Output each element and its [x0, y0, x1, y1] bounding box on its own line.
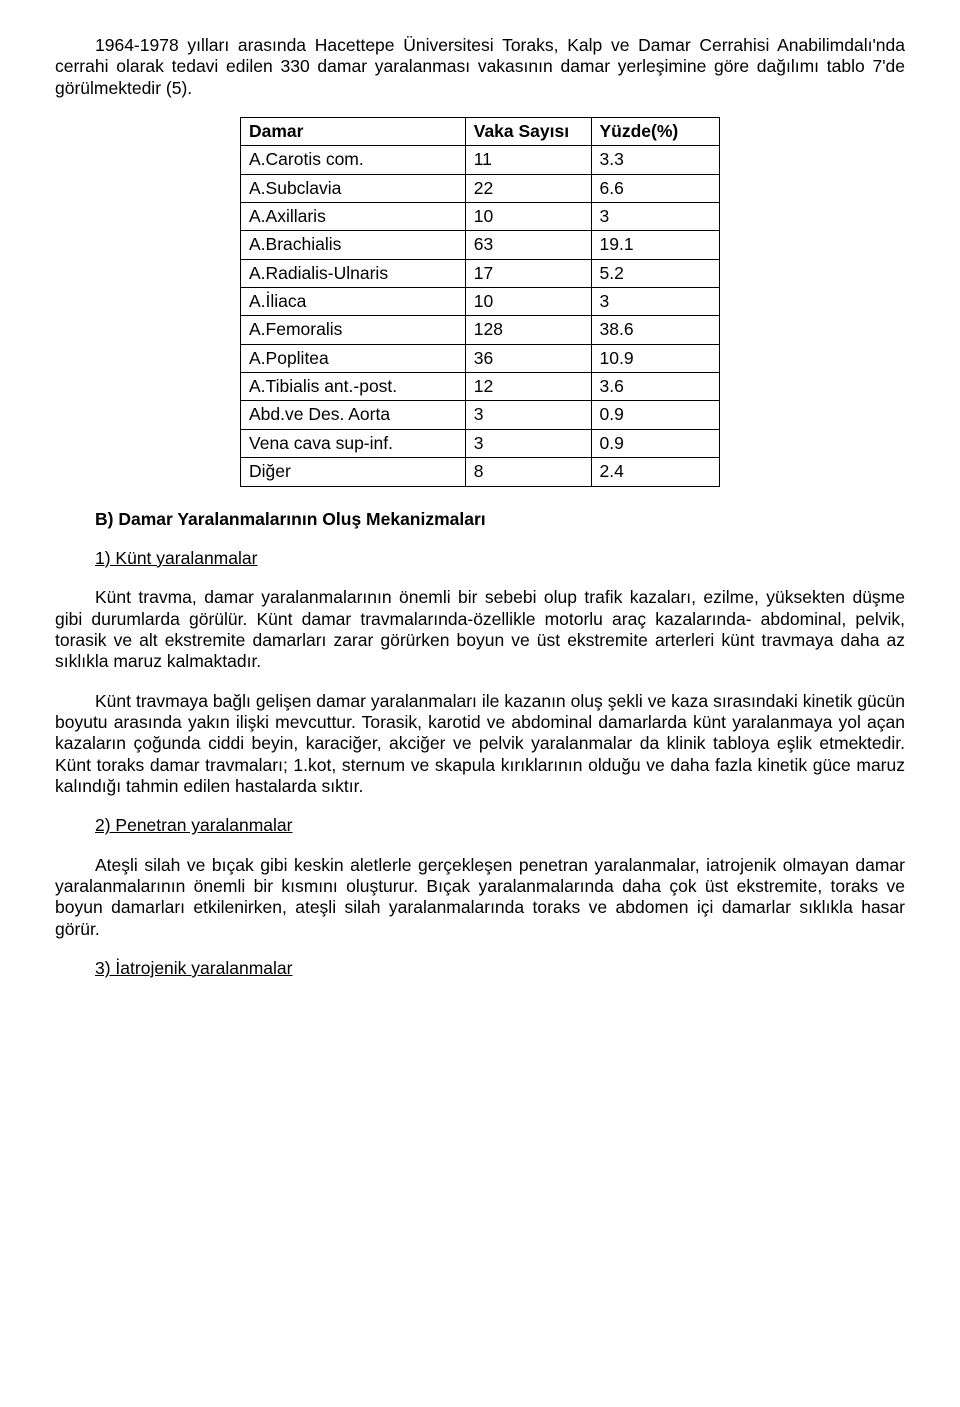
- cell-yuzde: 6.6: [591, 174, 720, 202]
- cell-vaka: 128: [465, 316, 591, 344]
- cell-yuzde: 3: [591, 203, 720, 231]
- cell-yuzde: 38.6: [591, 316, 720, 344]
- cell-yuzde: 3.6: [591, 373, 720, 401]
- table-row: A.Poplitea3610.9: [241, 344, 720, 372]
- cell-damar: A.Axillaris: [241, 203, 466, 231]
- cell-damar: A.Poplitea: [241, 344, 466, 372]
- table-row: A.Subclavia226.6: [241, 174, 720, 202]
- table-row: A.Axillaris103: [241, 203, 720, 231]
- th-yuzde: Yüzde(%): [591, 118, 720, 146]
- cell-yuzde: 10.9: [591, 344, 720, 372]
- table-row: Vena cava sup-inf.30.9: [241, 429, 720, 457]
- table-row: Abd.ve Des. Aorta30.9: [241, 401, 720, 429]
- subheading-2-text: 2) Penetran yaralanmalar: [95, 815, 292, 835]
- cell-vaka: 36: [465, 344, 591, 372]
- table-header-row: Damar Vaka Sayısı Yüzde(%): [241, 118, 720, 146]
- cell-vaka: 10: [465, 288, 591, 316]
- cell-vaka: 3: [465, 429, 591, 457]
- cell-yuzde: 0.9: [591, 429, 720, 457]
- cell-vaka: 10: [465, 203, 591, 231]
- subheading-1-text: 1) Künt yaralanmalar: [95, 548, 257, 568]
- data-table: Damar Vaka Sayısı Yüzde(%) A.Carotis com…: [240, 117, 720, 486]
- subheading-1: 1) Künt yaralanmalar: [55, 548, 905, 569]
- table-row: A.Carotis com.113.3: [241, 146, 720, 174]
- paragraph-2: Künt travmaya bağlı gelişen damar yarala…: [55, 691, 905, 798]
- cell-damar: A.Subclavia: [241, 174, 466, 202]
- cell-vaka: 11: [465, 146, 591, 174]
- subheading-3: 3) İatrojenik yaralanmalar: [55, 958, 905, 979]
- cell-vaka: 22: [465, 174, 591, 202]
- table-row: Diğer82.4: [241, 458, 720, 486]
- cell-yuzde: 2.4: [591, 458, 720, 486]
- cell-vaka: 63: [465, 231, 591, 259]
- cell-vaka: 17: [465, 259, 591, 287]
- table-row: A.Femoralis12838.6: [241, 316, 720, 344]
- intro-paragraph: 1964-1978 yılları arasında Hacettepe Üni…: [55, 35, 905, 99]
- table-row: A.Tibialis ant.-post.123.6: [241, 373, 720, 401]
- cell-damar: Abd.ve Des. Aorta: [241, 401, 466, 429]
- cell-damar: A.Brachialis: [241, 231, 466, 259]
- section-b-heading: B) Damar Yaralanmalarının Oluş Mekanizma…: [55, 509, 905, 530]
- cell-vaka: 3: [465, 401, 591, 429]
- table-row: A.İliaca103: [241, 288, 720, 316]
- cell-damar: A.Femoralis: [241, 316, 466, 344]
- subheading-3-text: 3) İatrojenik yaralanmalar: [95, 958, 292, 978]
- cell-damar: A.İliaca: [241, 288, 466, 316]
- paragraph-3: Ateşli silah ve bıçak gibi keskin aletle…: [55, 855, 905, 940]
- cell-yuzde: 0.9: [591, 401, 720, 429]
- table-row: A.Radialis-Ulnaris175.2: [241, 259, 720, 287]
- cell-damar: Vena cava sup-inf.: [241, 429, 466, 457]
- cell-vaka: 8: [465, 458, 591, 486]
- paragraph-1: Künt travma, damar yaralanmalarının önem…: [55, 587, 905, 672]
- th-damar: Damar: [241, 118, 466, 146]
- cell-damar: A.Carotis com.: [241, 146, 466, 174]
- th-vaka: Vaka Sayısı: [465, 118, 591, 146]
- cell-vaka: 12: [465, 373, 591, 401]
- subheading-2: 2) Penetran yaralanmalar: [55, 815, 905, 836]
- cell-yuzde: 19.1: [591, 231, 720, 259]
- cell-damar: A.Tibialis ant.-post.: [241, 373, 466, 401]
- table-row: A.Brachialis6319.1: [241, 231, 720, 259]
- cell-yuzde: 3.3: [591, 146, 720, 174]
- cell-yuzde: 3: [591, 288, 720, 316]
- cell-damar: A.Radialis-Ulnaris: [241, 259, 466, 287]
- cell-yuzde: 5.2: [591, 259, 720, 287]
- cell-damar: Diğer: [241, 458, 466, 486]
